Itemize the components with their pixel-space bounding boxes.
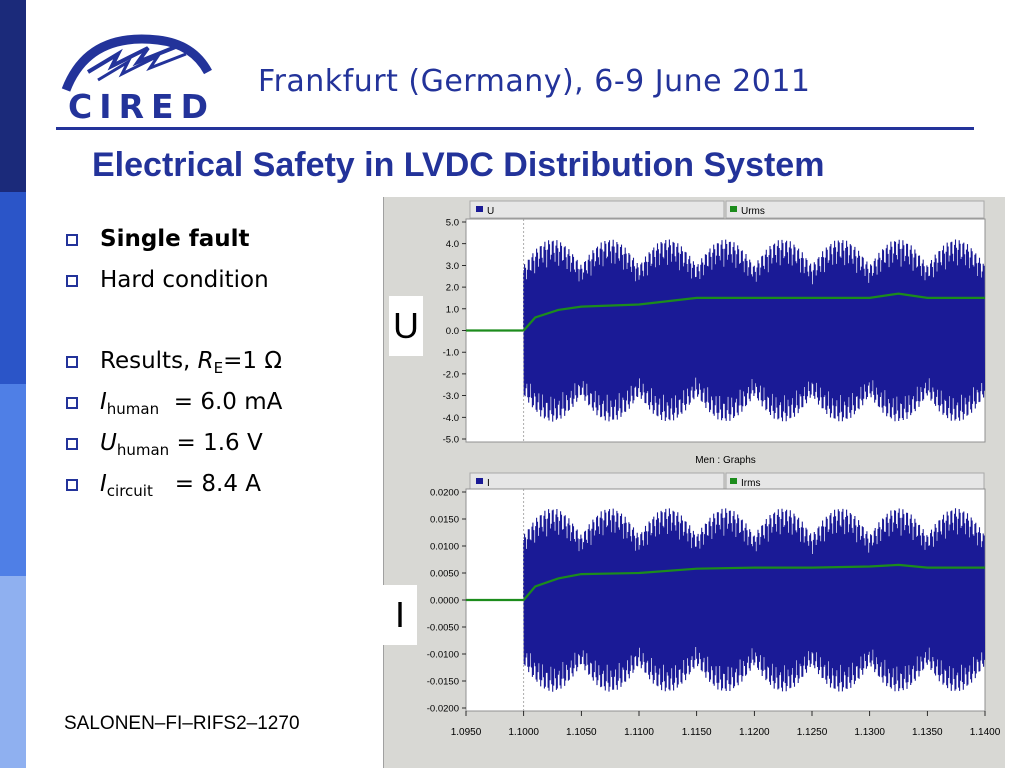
rms-trace-Irms	[466, 563, 985, 602]
bullet-square-icon	[66, 356, 78, 368]
graph-footer-label: Men : Graphs	[695, 455, 756, 466]
y-tick-label: -0.0050	[427, 623, 459, 634]
header-rule	[56, 127, 974, 130]
bullet-square-icon	[66, 397, 78, 409]
legend-label: I	[487, 478, 490, 489]
legend-box	[469, 472, 725, 491]
y-tick-label: 0.0150	[430, 515, 459, 526]
bullet-list: Single fault Hard condition Results, RE=…	[64, 220, 282, 506]
legend-box	[469, 200, 725, 219]
x-tick-label: 1.1100	[624, 727, 654, 738]
legend-box	[725, 472, 985, 491]
bullet-square-icon	[66, 438, 78, 450]
side-band-1	[0, 0, 26, 192]
bullet-item: Icircuit = 8.4 A	[64, 465, 282, 506]
signal-trace-U	[466, 239, 986, 422]
rms-trace-Urms	[466, 292, 985, 332]
y-tick-label: -0.0150	[427, 677, 459, 688]
side-band-4	[0, 576, 26, 768]
legend-swatch	[730, 478, 737, 484]
cired-logo: CIRED	[61, 34, 212, 122]
legend-box	[725, 200, 985, 219]
x-tick-label: 1.1150	[682, 727, 712, 738]
y-tick-label: 3.0	[446, 261, 459, 272]
bullet-item: Results, RE=1 Ω	[64, 342, 282, 383]
x-tick-label: 1.1350	[912, 727, 943, 738]
signal-path	[466, 239, 986, 422]
voltage-tag: U	[389, 296, 423, 356]
x-tick-label: 1.1200	[739, 727, 770, 738]
y-tick-label: 0.0050	[430, 569, 459, 580]
bullet-item: Uhuman = 1.6 V	[64, 424, 282, 465]
y-tick-label: -0.0100	[427, 650, 459, 661]
signal-trace-I	[466, 508, 986, 692]
y-tick-label: -5.0	[443, 435, 459, 446]
legend-swatch	[476, 478, 483, 484]
y-tick-label: 1.0	[446, 304, 459, 315]
signal-path	[466, 508, 986, 692]
x-tick-label: 1.1250	[797, 727, 828, 738]
bullet-item: Ihuman = 6.0 mA	[64, 383, 282, 424]
bullet-square-icon	[66, 234, 78, 246]
slide-title: Electrical Safety in LVDC Distribution S…	[92, 146, 825, 184]
y-tick-label: -3.0	[443, 391, 459, 402]
y-tick-label: 0.0	[446, 326, 459, 337]
x-tick-label: 1.1300	[854, 727, 885, 738]
y-tick-label: -4.0	[443, 413, 459, 424]
current-tag: I	[383, 585, 417, 645]
y-tick-label: 5.0	[446, 218, 459, 229]
bullet-square-icon	[66, 479, 78, 491]
bullet-item: Hard condition	[64, 261, 282, 302]
legend-label: Urms	[741, 206, 765, 217]
bullet-item: Single fault	[64, 220, 282, 261]
y-tick-label: -2.0	[443, 369, 459, 380]
side-color-bar	[0, 0, 26, 768]
side-band-3	[0, 384, 26, 576]
side-band-2	[0, 192, 26, 384]
y-tick-label: 4.0	[446, 239, 459, 250]
y-tick-label: 0.0200	[430, 488, 459, 499]
scope-graphs: U Urms 5.0 4.0 3.0 2.0 1.0 0.0 -1.0 -2.0 -3.0 -4.0 -…	[427, 200, 1001, 738]
y-tick-label: 2.0	[446, 283, 459, 294]
legend-swatch	[730, 206, 737, 212]
legend-label: Irms	[741, 478, 760, 489]
x-tick-label: 1.1000	[508, 727, 539, 738]
logo-text: CIRED	[68, 87, 208, 122]
footer-reference: SALONEN–FI–RIFS2–1270	[64, 713, 300, 734]
y-tick-label: -0.0200	[427, 704, 459, 715]
bullet-square-icon	[66, 275, 78, 287]
y-tick-label: 0.0000	[430, 596, 459, 607]
x-tick-label: 1.0950	[451, 727, 482, 738]
legend-label: U	[487, 206, 494, 217]
legend-swatch	[476, 206, 483, 212]
y-tick-label: -1.0	[443, 348, 459, 359]
x-tick-label: 1.1050	[566, 727, 597, 738]
conference-header: Frankfurt (Germany), 6-9 June 2011	[258, 64, 811, 99]
x-tick-label: 1.1400	[970, 727, 1001, 738]
y-tick-label: 0.0100	[430, 542, 459, 553]
